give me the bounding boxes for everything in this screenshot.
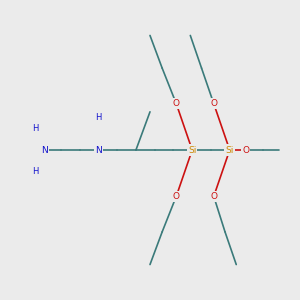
Text: O: O xyxy=(210,192,217,201)
Text: N: N xyxy=(42,146,48,154)
Text: N: N xyxy=(95,146,102,154)
Text: H: H xyxy=(95,113,102,122)
Text: H: H xyxy=(32,167,39,176)
Text: O: O xyxy=(242,146,249,154)
Text: H: H xyxy=(32,124,39,133)
Text: O: O xyxy=(173,192,180,201)
Text: Si: Si xyxy=(188,146,196,154)
Text: Si: Si xyxy=(226,146,234,154)
Text: O: O xyxy=(173,99,180,108)
Text: O: O xyxy=(210,99,217,108)
